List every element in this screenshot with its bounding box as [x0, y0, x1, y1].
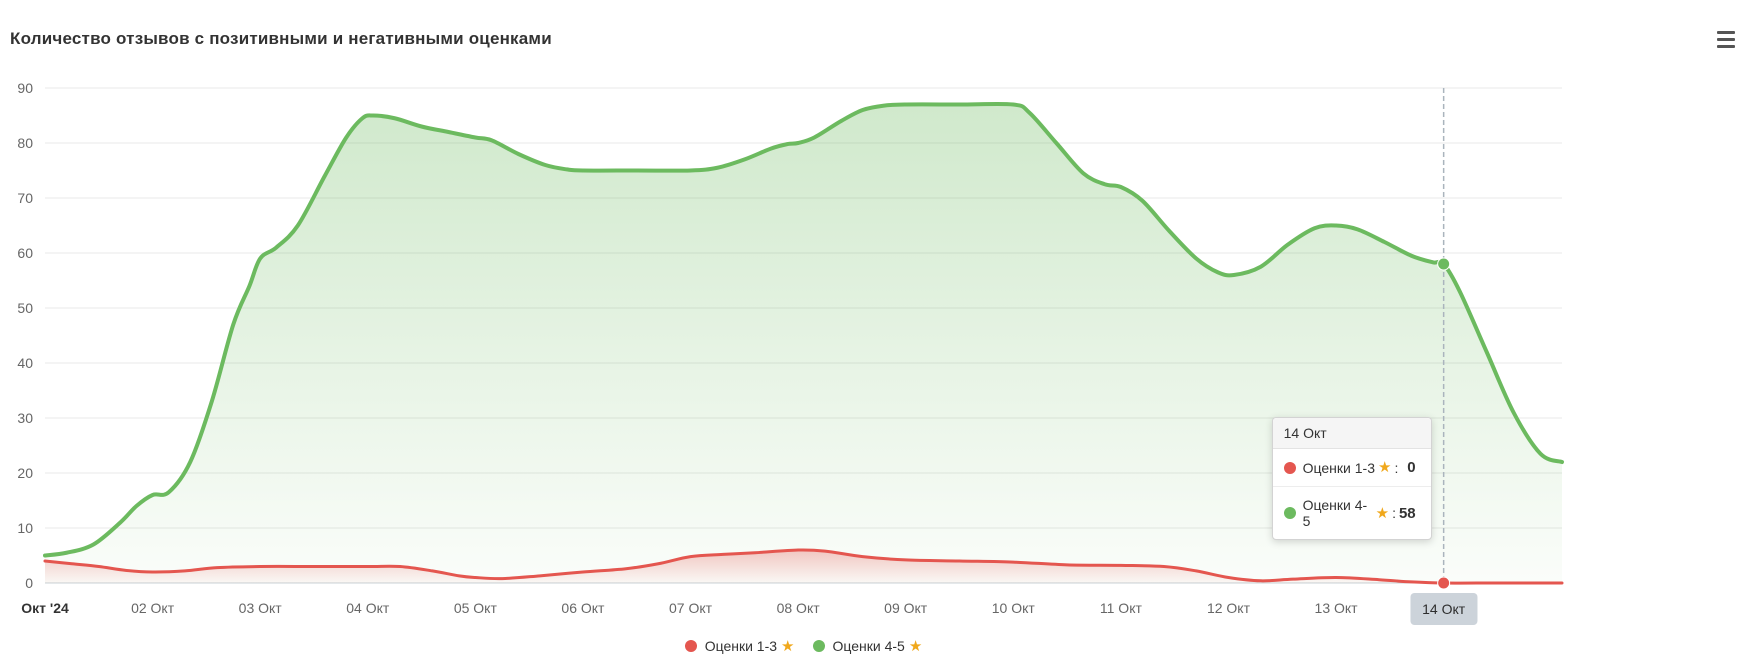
x-axis-label: 02 Окт	[131, 600, 175, 616]
legend-label-negative: Оценки 1-3	[704, 638, 778, 654]
tooltip-header: 14 Окт	[1272, 418, 1431, 449]
tooltip-separator: :	[1394, 459, 1399, 476]
tooltip-separator: :	[1392, 505, 1396, 521]
tooltip-row-positive: Оценки 4-5 ★ : 58	[1273, 487, 1431, 539]
y-axis-label: 30	[17, 410, 33, 426]
star-icon: ★	[781, 637, 795, 655]
x-axis-label: 09 Окт	[884, 600, 928, 616]
legend: Оценки 1-3 ★ Оценки 4-5 ★	[45, 638, 1562, 654]
y-axis-label: 70	[17, 190, 33, 206]
legend-item-positive[interactable]: Оценки 4-5 ★	[812, 637, 923, 655]
hamburger-icon	[1717, 31, 1735, 34]
hover-marker-negative	[1437, 576, 1451, 590]
hover-marker-positive	[1437, 257, 1451, 271]
x-axis-label: 07 Окт	[669, 600, 713, 616]
x-axis-label: 03 Окт	[239, 600, 283, 616]
chart-tooltip: 14 Окт Оценки 1-3 ★ : 0 Оценки 4-5 ★ : 5…	[1271, 417, 1432, 540]
series-dot-positive	[1283, 507, 1296, 519]
chart-context-menu-button[interactable]	[1715, 31, 1737, 48]
x-axis-label: Окт '24	[21, 600, 69, 616]
tooltip-series-label: Оценки 4-5	[1302, 497, 1368, 529]
y-axis-label: 90	[17, 80, 33, 96]
y-axis-label: 50	[17, 300, 33, 316]
series-line-negative[interactable]	[43, 548, 1564, 585]
y-axis-label: 20	[17, 465, 33, 481]
legend-label-positive: Оценки 4-5	[832, 638, 905, 654]
tooltip-value-positive: 58	[1398, 504, 1416, 522]
y-axis-label: 0	[25, 575, 33, 591]
series-line-positive[interactable]	[43, 101, 1564, 558]
y-axis-label: 80	[17, 135, 33, 151]
series-dot-negative	[684, 640, 697, 652]
series-area-negative	[45, 549, 1562, 584]
series-area-positive	[45, 103, 1562, 583]
series-dot-negative	[1283, 461, 1296, 474]
chart-title: Количество отзывов с позитивными и негат…	[10, 29, 552, 48]
y-axis-label: 10	[17, 520, 33, 536]
x-axis-label: 04 Окт	[346, 600, 390, 616]
y-axis-label: 60	[17, 245, 33, 261]
star-icon: ★	[1377, 459, 1392, 476]
y-axis-label: 40	[17, 355, 33, 371]
x-axis-label: 11 Окт	[1100, 600, 1143, 616]
crosshair-label: 14 Окт	[1410, 593, 1478, 625]
star-icon: ★	[908, 637, 923, 655]
star-icon: ★	[1375, 504, 1390, 522]
tooltip-value-negative: 0	[1407, 459, 1416, 476]
x-axis-label: 13 Окт	[1315, 600, 1359, 616]
x-axis-label: 12 Окт	[1207, 600, 1251, 616]
tooltip-row-negative: Оценки 1-3 ★ : 0	[1272, 449, 1431, 487]
x-axis-label: 08 Окт	[777, 600, 821, 616]
series-dot-positive	[812, 640, 825, 652]
legend-item-negative[interactable]: Оценки 1-3 ★	[684, 637, 795, 655]
x-axis-label: 10 Окт	[992, 600, 1036, 616]
tooltip-series-label: Оценки 1-3	[1302, 459, 1375, 476]
x-axis-label: 06 Окт	[561, 600, 605, 616]
x-axis-label: 05 Окт	[454, 600, 498, 616]
